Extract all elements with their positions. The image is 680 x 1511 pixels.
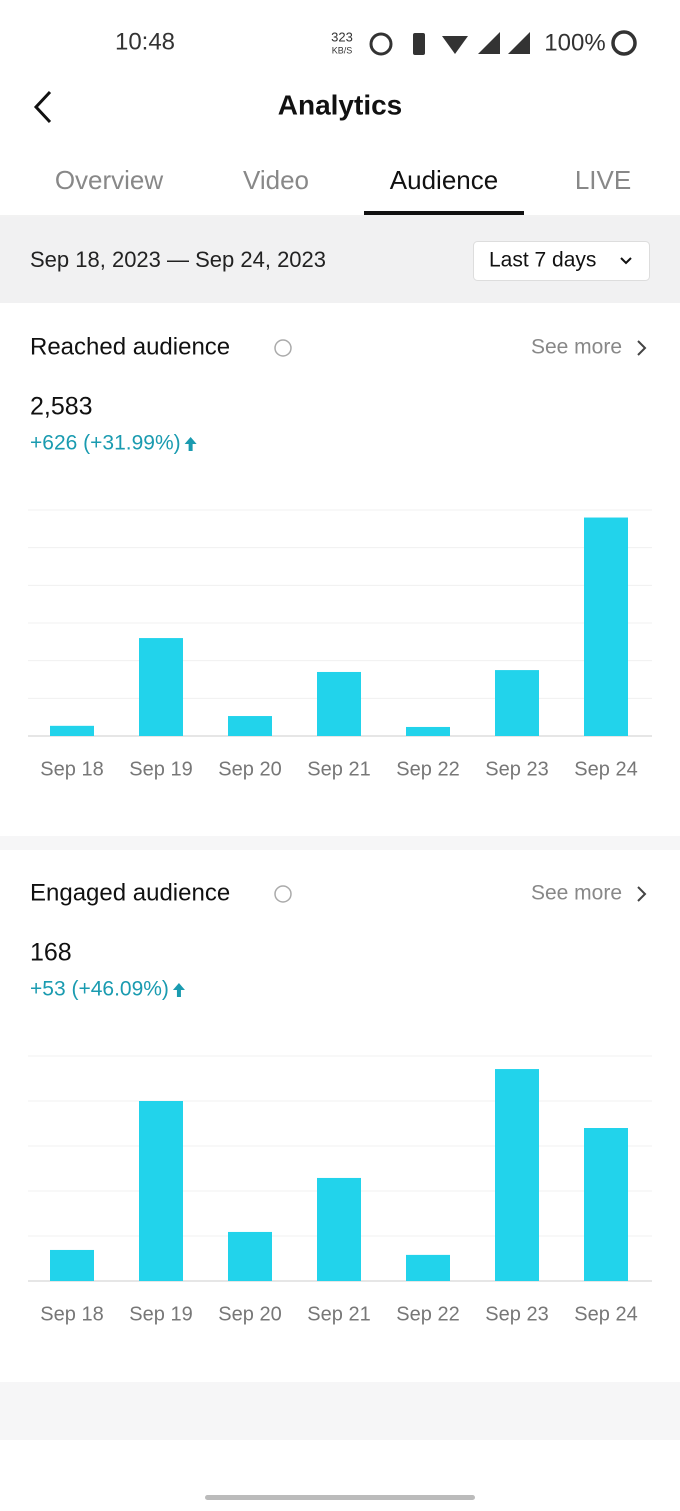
period-button[interactable] <box>473 241 650 281</box>
chevron[interactable] <box>637 886 647 902</box>
x-tick-label: Sep 23 <box>485 758 548 780</box>
x-tick-label: Sep 21 <box>307 1303 370 1325</box>
bar <box>228 1231 272 1281</box>
net-speed-unit: KB/S <box>332 45 353 55</box>
x-tick-label: Sep 24 <box>574 758 637 780</box>
bar <box>495 1069 539 1281</box>
battery: 100% <box>544 29 605 56</box>
tab[interactable]: LIVE <box>575 165 631 195</box>
x-tick-label: Sep 20 <box>218 1303 281 1325</box>
bar <box>50 1249 94 1281</box>
x-tick-label: Sep 18 <box>40 1303 103 1325</box>
bar <box>139 1101 183 1281</box>
bar <box>317 1177 361 1281</box>
date-range: Sep 18, 2023 — Sep 24, 2023 <box>30 247 326 272</box>
up-arrow <box>184 437 197 451</box>
back-button[interactable] <box>33 90 52 124</box>
info-icon[interactable] <box>274 339 292 357</box>
chevron[interactable] <box>637 340 647 356</box>
section-title: Engaged audience <box>30 879 230 906</box>
bar <box>584 1128 628 1281</box>
home-indicator <box>205 1495 475 1500</box>
bar <box>406 1254 450 1281</box>
total: 168 <box>30 939 72 967</box>
status-icons <box>369 30 637 56</box>
bar <box>406 726 450 736</box>
see-more[interactable]: See more <box>531 336 622 359</box>
section-title: Reached audience <box>30 333 230 360</box>
x-tick-label: Sep 18 <box>40 758 103 780</box>
bar <box>50 725 94 736</box>
x-tick-label: Sep 19 <box>129 758 192 780</box>
bar <box>228 716 272 736</box>
up-arrow <box>172 983 185 997</box>
info-icon[interactable] <box>274 885 292 903</box>
tab[interactable]: Audience <box>390 165 498 195</box>
x-tick-label: Sep 19 <box>129 1303 192 1325</box>
change: +626 (+31.99%) <box>30 432 181 455</box>
see-more[interactable]: See more <box>531 882 622 905</box>
tab[interactable]: Video <box>243 165 309 195</box>
x-tick-label: Sep 23 <box>485 1303 548 1325</box>
x-tick-label: Sep 20 <box>218 758 281 780</box>
change: +53 (+46.09%) <box>30 978 169 1001</box>
chevron-down <box>620 257 632 265</box>
net-speed: 323 <box>331 29 353 44</box>
page-title: Analytics <box>278 89 403 120</box>
separator <box>0 1382 680 1440</box>
x-tick-label: Sep 22 <box>396 758 459 780</box>
bar <box>317 671 361 736</box>
tab-indicator <box>364 211 524 215</box>
x-tick-label: Sep 24 <box>574 1303 637 1325</box>
x-tick-label: Sep 21 <box>307 758 370 780</box>
bar <box>139 638 183 736</box>
bar <box>584 517 628 736</box>
total: 2,583 <box>30 393 93 421</box>
x-tick-label: Sep 22 <box>396 1303 459 1325</box>
period: Last 7 days <box>489 249 596 272</box>
tab[interactable]: Overview <box>55 165 164 195</box>
status-time: 10:48 <box>115 28 175 55</box>
bar <box>495 670 539 736</box>
separator <box>0 836 680 850</box>
